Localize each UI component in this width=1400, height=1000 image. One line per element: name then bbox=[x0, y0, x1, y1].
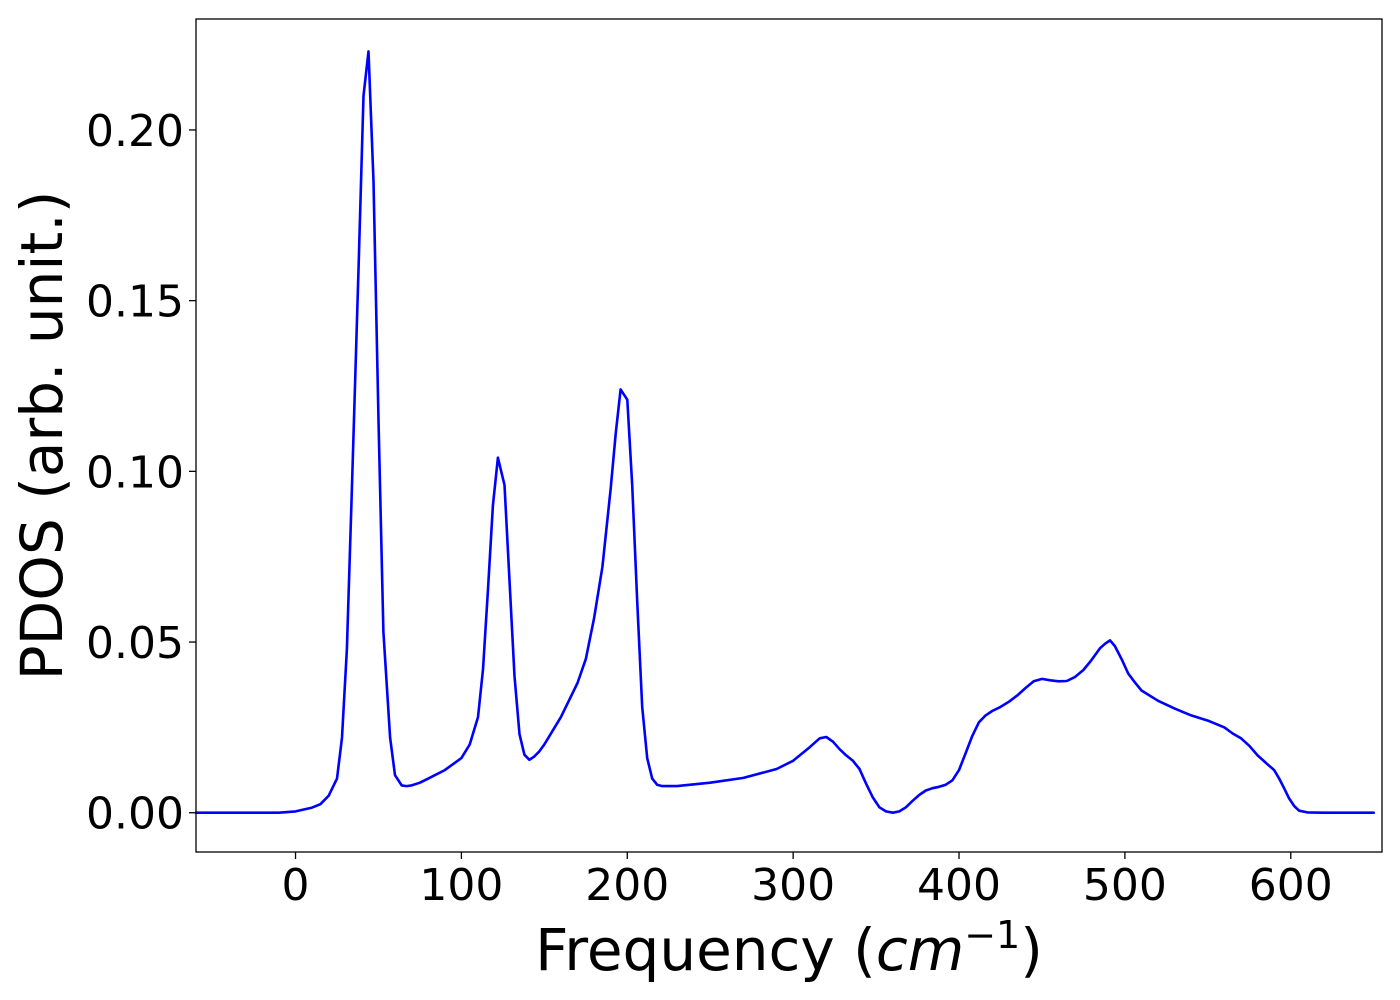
y-axis-label: PDOS (arb. unit.) bbox=[8, 191, 76, 681]
x-tick-label: 500 bbox=[1083, 860, 1167, 911]
x-axis-ticks: 0 100 200 300 400 500 600 bbox=[282, 852, 1333, 911]
y-tick-label: 0.15 bbox=[86, 277, 184, 328]
y-tick-label: 0.00 bbox=[86, 789, 184, 840]
y-tick-label: 0.10 bbox=[86, 447, 184, 498]
x-tick-label: 0 bbox=[282, 860, 310, 911]
pdos-series-line bbox=[194, 50, 1375, 814]
x-tick-label: 200 bbox=[585, 860, 669, 911]
x-tick-label: 400 bbox=[917, 860, 1001, 911]
y-axis-ticks: 0.00 0.05 0.10 0.15 0.20 bbox=[86, 106, 196, 840]
x-tick-label: 600 bbox=[1249, 860, 1333, 911]
x-axis-label: Frequency (cm−1) bbox=[535, 913, 1043, 984]
x-tick-label: 300 bbox=[751, 860, 835, 911]
axes-frame bbox=[195, 18, 1383, 853]
x-tick-label: 100 bbox=[419, 860, 503, 911]
y-tick-label: 0.05 bbox=[86, 618, 184, 669]
y-tick-label: 0.20 bbox=[86, 106, 184, 157]
